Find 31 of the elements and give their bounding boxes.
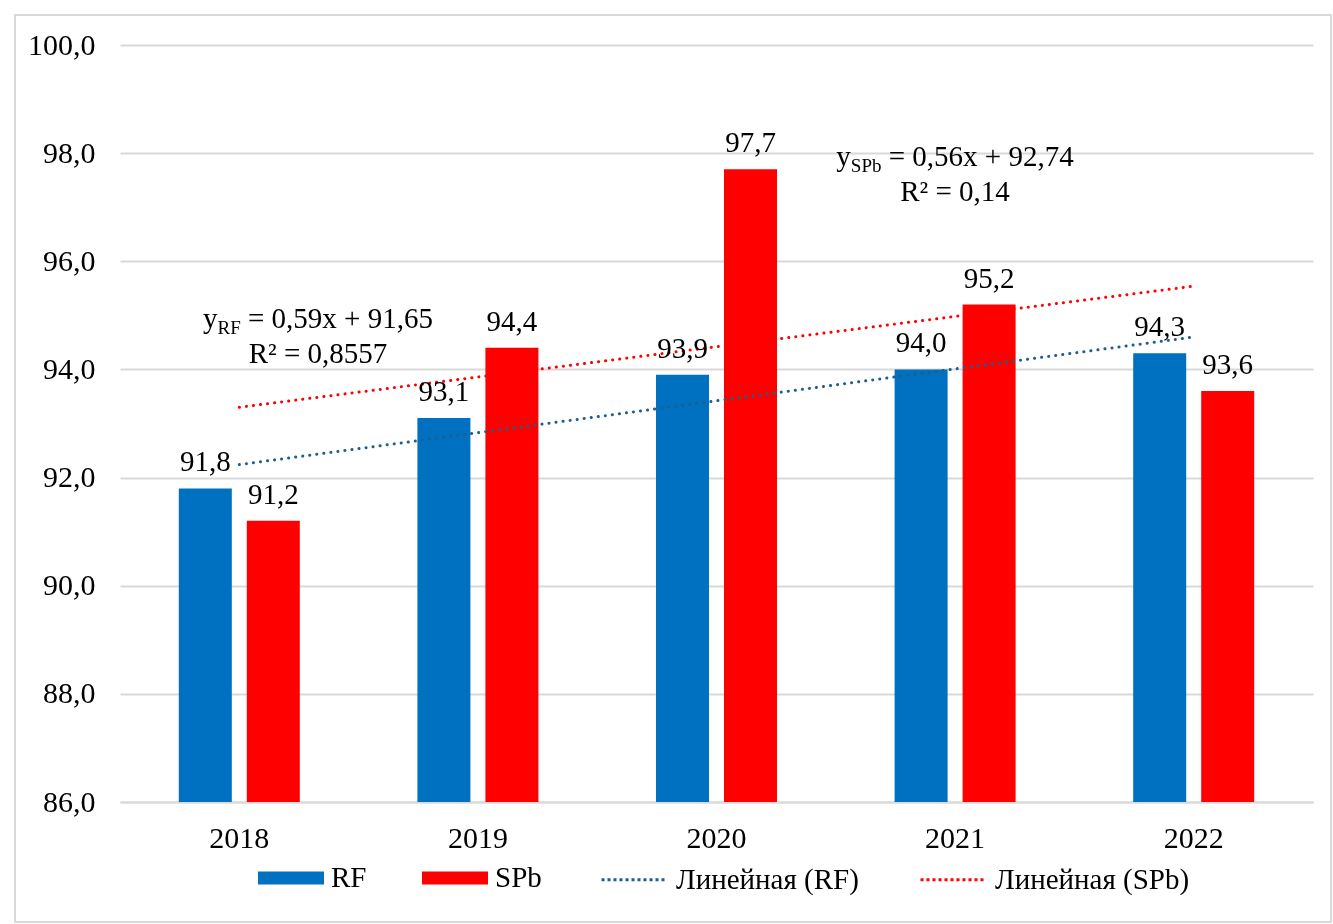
annotation: R² = 0,8557 [248,336,388,369]
data-label: 95,2 [963,261,1015,294]
y-tick-label: 96,0 [43,243,96,277]
data-label: 97,7 [725,126,776,159]
annotation: y$_{RF}$ = 0,59x + 91,65 [203,301,433,338]
y-tick-label: 100,0 [28,27,96,61]
y-tick-label: 90,0 [43,568,96,602]
data-label: 91,8 [179,445,231,478]
legend-label: RF [331,861,367,893]
data-label: 91,2 [247,477,299,510]
data-label: 93,9 [657,331,708,364]
y-tick-label: 94,0 [43,351,96,385]
data-label: 93,6 [1202,348,1254,381]
data-label: 94,0 [895,326,947,359]
legend-label: Линейная (RF) [676,862,859,896]
y-tick-label: 86,0 [43,784,96,818]
x-tick-label: 2019 [447,820,508,854]
x-tick-label: 2022 [1163,820,1224,854]
y-tick-label: 98,0 [43,135,96,169]
data-label: 93,1 [418,375,470,408]
x-tick-label: 2020 [686,820,747,854]
annotation: R² = 0,14 [900,174,1010,207]
data-label: 94,4 [486,304,538,337]
data-label: 94,3 [1134,310,1186,343]
annotation: y$_{SPb}$ = 0,56x + 92,74 [836,139,1074,176]
legend-label: Линейная (SPb) [995,862,1190,896]
x-tick-label: 2018 [209,820,270,854]
y-tick-label: 92,0 [43,460,96,494]
y-tick-label: 88,0 [43,676,96,710]
x-tick-label: 2021 [925,820,986,854]
legend-label: SPb [495,861,542,893]
